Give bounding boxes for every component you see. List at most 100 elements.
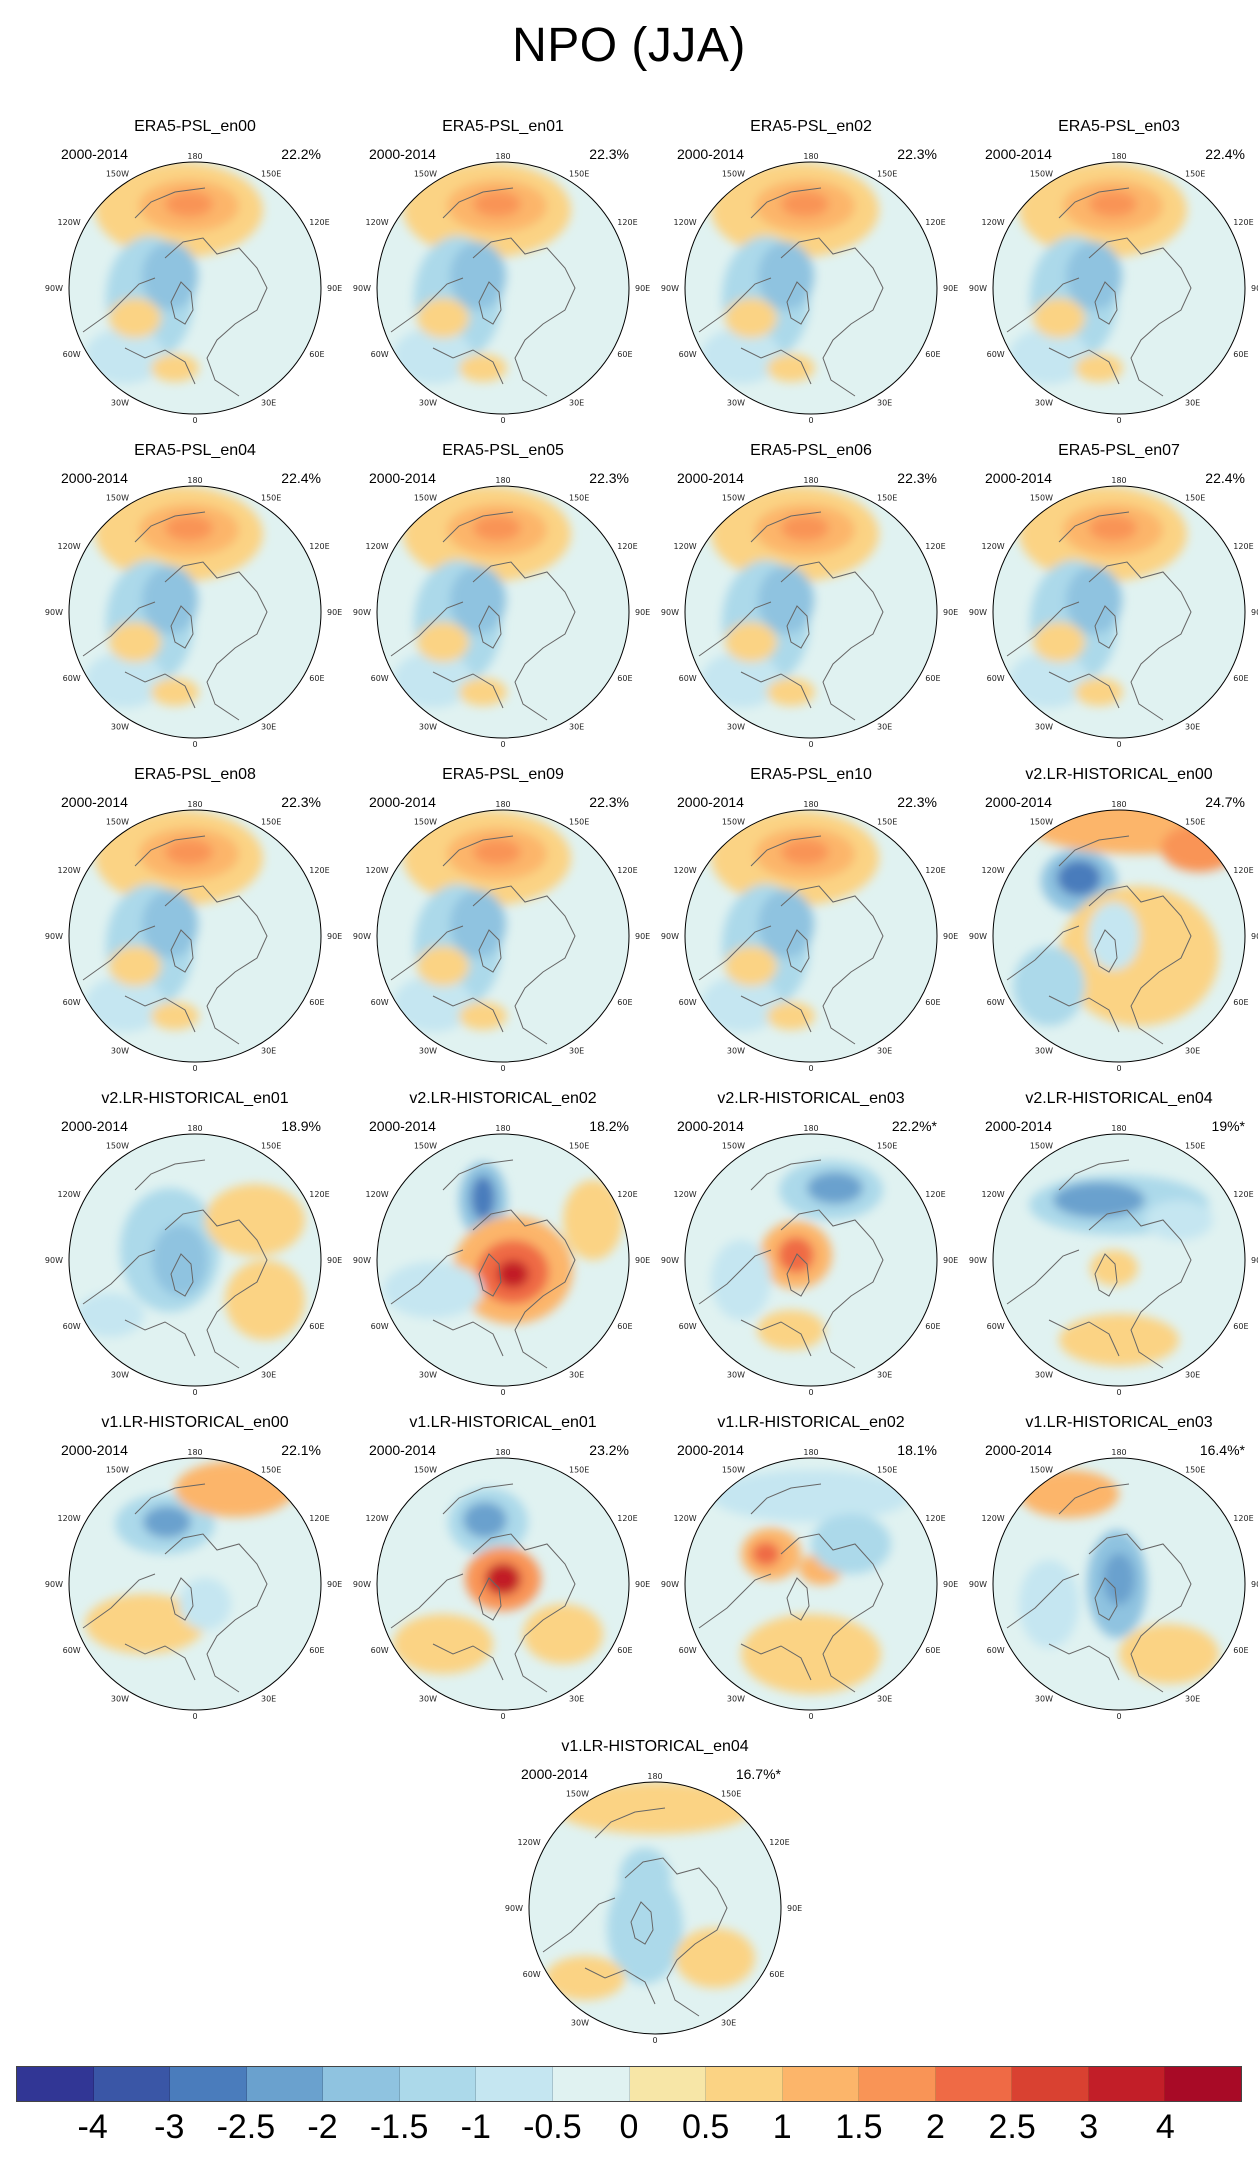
coastline bbox=[1088, 561, 1192, 721]
panel-period: 2000-2014 bbox=[61, 794, 128, 810]
longitude-label: 180 bbox=[803, 800, 818, 809]
longitude-label: 30W bbox=[419, 1370, 437, 1379]
map-panel: v1.LR-HISTORICAL_en00 2000-2014 22.1% 180 15… bbox=[45, 1414, 345, 1722]
map-panel: v2.LR-HISTORICAL_en01 2000-2014 18.9% 180 15… bbox=[45, 1090, 345, 1398]
anomaly-contour bbox=[450, 890, 506, 958]
longitude-label: 90E bbox=[943, 608, 958, 617]
figure-title: NPO (JJA) bbox=[512, 19, 746, 72]
coastline bbox=[1006, 601, 1080, 657]
longitude-label: 180 bbox=[1111, 1448, 1126, 1457]
panel-variance-percent: 22.3% bbox=[897, 146, 937, 162]
longitude-label: 60E bbox=[309, 350, 324, 359]
coastline bbox=[750, 1159, 822, 1191]
polar-map: 180 150E 120E 90E 60E 30E 0 30W 60W 90W 120W 150W bbox=[969, 800, 1258, 1073]
longitude-label: 90W bbox=[969, 1580, 987, 1589]
map-panel: v2.LR-HISTORICAL_en04 2000-2014 19%* 180 150… bbox=[969, 1090, 1258, 1398]
coastline bbox=[164, 237, 268, 397]
coastline bbox=[1006, 1573, 1080, 1629]
longitude-label: 90E bbox=[943, 932, 958, 941]
coastline bbox=[478, 1253, 502, 1297]
longitude-label: 60W bbox=[987, 1646, 1005, 1655]
longitude-label: 90E bbox=[943, 284, 958, 293]
longitude-label: 180 bbox=[495, 1124, 510, 1133]
map-border bbox=[376, 485, 630, 739]
coastline bbox=[740, 671, 812, 709]
longitude-label: 120E bbox=[1233, 1190, 1253, 1199]
longitude-label: 90W bbox=[353, 1256, 371, 1265]
panel-period: 2000-2014 bbox=[61, 1442, 128, 1458]
longitude-label: 0 bbox=[500, 416, 505, 425]
longitude-label: 90W bbox=[661, 932, 679, 941]
anomaly-contour bbox=[459, 354, 507, 382]
anomaly-contour bbox=[1161, 824, 1237, 872]
longitude-label: 90W bbox=[969, 1256, 987, 1265]
longitude-label: 120E bbox=[925, 1190, 945, 1199]
colorbar-tick-label: 3 bbox=[1079, 2108, 1099, 2146]
longitude-label: 60W bbox=[371, 350, 389, 359]
panel-title: ERA5-PSL_en10 bbox=[750, 766, 872, 783]
longitude-label: 60E bbox=[309, 674, 324, 683]
longitude-label: 30E bbox=[877, 1370, 892, 1379]
anomaly-contour bbox=[459, 678, 507, 706]
longitude-label: 30W bbox=[1035, 398, 1053, 407]
polar-map: 180 150E 120E 90E 60E 30E 0 30W 60W 90W 120W 150W bbox=[661, 476, 958, 749]
coastline bbox=[134, 1483, 206, 1515]
panel-variance-percent: 16.4%* bbox=[1199, 1442, 1245, 1458]
colorbar-tick-label: -2 bbox=[307, 2108, 338, 2146]
coastline bbox=[750, 835, 822, 867]
longitude-label: 30W bbox=[727, 1370, 745, 1379]
coastline bbox=[164, 561, 268, 721]
longitude-label: 60W bbox=[63, 1322, 81, 1331]
anomaly-contour bbox=[393, 1614, 493, 1674]
coastline bbox=[432, 1319, 504, 1357]
anomaly-contour bbox=[1066, 566, 1122, 634]
polar-map: 180 150E 120E 90E 60E 30E 0 30W 60W 90W 120W 150W bbox=[661, 152, 958, 425]
longitude-label: 0 bbox=[192, 740, 197, 749]
longitude-label: 60W bbox=[679, 350, 697, 359]
longitude-label: 90E bbox=[1251, 608, 1258, 617]
coastline bbox=[390, 277, 464, 333]
coastline bbox=[82, 601, 156, 657]
longitude-label: 180 bbox=[187, 1448, 202, 1457]
map-border bbox=[376, 1133, 630, 1387]
anomaly-contour bbox=[85, 328, 165, 384]
longitude-label: 120E bbox=[769, 1838, 789, 1847]
longitude-label: 120E bbox=[925, 542, 945, 551]
longitude-label: 150E bbox=[1185, 818, 1205, 827]
longitude-label: 60W bbox=[679, 998, 697, 1007]
coastline bbox=[390, 601, 464, 657]
panel-variance-percent: 22.3% bbox=[589, 470, 629, 486]
colorbar-tick-label: 0 bbox=[619, 2108, 639, 2146]
longitude-label: 180 bbox=[1111, 800, 1126, 809]
longitude-label: 0 bbox=[500, 1064, 505, 1073]
anomaly-contour bbox=[165, 839, 213, 865]
longitude-label: 120E bbox=[617, 1190, 637, 1199]
panel-period: 2000-2014 bbox=[677, 1442, 744, 1458]
longitude-label: 30W bbox=[571, 2018, 589, 2027]
colorbar-tick-label: -3 bbox=[154, 2108, 185, 2146]
anomaly-contour bbox=[165, 191, 213, 217]
longitude-label: 180 bbox=[803, 476, 818, 485]
colorbar-tick-label: -0.5 bbox=[523, 2108, 582, 2146]
longitude-label: 30E bbox=[261, 1694, 276, 1703]
longitude-label: 0 bbox=[500, 740, 505, 749]
longitude-label: 30E bbox=[569, 1370, 584, 1379]
map-panel: v2.LR-HISTORICAL_en03 2000-2014 22.2%* 180 1… bbox=[661, 1090, 961, 1398]
panel-variance-percent: 19%* bbox=[1211, 1118, 1245, 1134]
coastline bbox=[164, 1209, 268, 1369]
anomaly-contour bbox=[109, 946, 161, 986]
coastline bbox=[780, 1209, 884, 1369]
anomaly-contour bbox=[1019, 1470, 1119, 1518]
longitude-label: 90E bbox=[1251, 1256, 1258, 1265]
longitude-label: 120W bbox=[366, 542, 389, 551]
longitude-label: 120W bbox=[674, 218, 697, 227]
longitude-label: 30E bbox=[569, 722, 584, 731]
panel-title: v2.LR-HISTORICAL_en03 bbox=[717, 1090, 905, 1107]
longitude-label: 90E bbox=[635, 284, 650, 293]
anomaly-contour bbox=[725, 946, 777, 986]
longitude-label: 90E bbox=[327, 1256, 342, 1265]
map-panel: ERA5-PSL_en05 2000-2014 22.3% 180 150E 120E 90… bbox=[353, 442, 653, 750]
colorbar-segment bbox=[782, 2067, 860, 2101]
longitude-label: 150E bbox=[261, 494, 281, 503]
longitude-label: 150W bbox=[1030, 170, 1053, 179]
